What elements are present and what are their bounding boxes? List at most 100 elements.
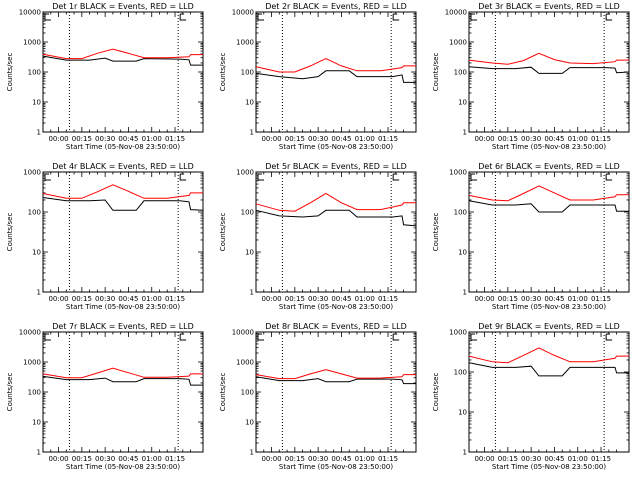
chart-panel-1: Det 1r BLACK = Events, RED = LLD 1 10 100 10… <box>6 2 204 151</box>
x-tick-label: 01:00 <box>568 295 588 303</box>
events-series-line <box>42 375 203 386</box>
x-tick-label: 00:45 <box>118 295 138 303</box>
interval-bracket-mark <box>44 173 51 181</box>
x-tick-label: 00:45 <box>331 135 351 143</box>
lld-series-line <box>255 58 416 73</box>
x-tick-label: 00:00 <box>474 295 494 303</box>
y-tick-label: 1000 <box>449 169 467 177</box>
lld-series-line <box>255 192 416 212</box>
events-series-line <box>255 70 416 83</box>
y-tick-label: 1000 <box>236 359 254 367</box>
y-tick-label: 10 <box>32 249 41 257</box>
lld-series-line <box>42 48 203 60</box>
plot-frame <box>468 331 630 453</box>
y-axis-label: Counts/sec <box>432 53 440 92</box>
x-tick-label: 00:15 <box>498 295 518 303</box>
y-axis-label: Counts/sec <box>219 373 227 412</box>
chart-panel-8: Det 8r BLACK = Events, RED = LLD 1 10 100 10… <box>219 322 417 471</box>
x-tick-label: 01:00 <box>568 455 588 463</box>
events-series-line <box>255 209 417 227</box>
x-tick-label: 00:30 <box>521 295 541 303</box>
y-axis-label: Counts/sec <box>219 53 227 92</box>
interval-bracket-mark <box>257 13 264 21</box>
y-tick-label: 10000 <box>19 9 41 17</box>
x-tick-label: 01:15 <box>165 455 185 463</box>
y-tick-label: 100 <box>454 369 467 377</box>
y-tick-label: 10 <box>245 419 254 427</box>
interval-bracket-mark <box>179 333 187 341</box>
y-axis-label: Counts/sec <box>6 373 14 412</box>
x-tick-label: 00:15 <box>285 295 305 303</box>
chart-title: Det 4r BLACK = Events, RED = LLD <box>52 162 194 171</box>
y-tick-label: 10 <box>245 99 254 107</box>
plot-frame <box>42 171 204 293</box>
x-tick-label: 00:00 <box>261 295 281 303</box>
interval-bracket-mark <box>392 333 400 341</box>
x-tick-label: 01:15 <box>378 295 398 303</box>
plot-frame <box>468 171 630 293</box>
chart-title: Det 5r BLACK = Events, RED = LLD <box>265 162 407 171</box>
y-tick-label: 100 <box>454 69 467 77</box>
x-tick-label: 00:30 <box>95 455 115 463</box>
y-tick-label: 1 <box>37 289 41 297</box>
x-tick-label: 01:00 <box>142 295 162 303</box>
x-tick-label: 00:45 <box>331 295 351 303</box>
y-tick-label: 1000 <box>449 39 467 47</box>
chart-title: Det 6r BLACK = Events, RED = LLD <box>478 162 620 171</box>
x-tick-label: 01:15 <box>591 295 611 303</box>
x-tick-label: 01:00 <box>355 295 375 303</box>
x-axis-label: Start Time (05-Nov-08 23:50:00) <box>492 143 606 151</box>
x-axis-label: Start Time (05-Nov-08 23:50:00) <box>66 463 180 471</box>
y-tick-label: 10 <box>32 419 41 427</box>
x-tick-label: 01:00 <box>142 135 162 143</box>
events-series-line <box>468 362 629 377</box>
plot-frame <box>255 331 417 453</box>
x-tick-label: 01:15 <box>165 135 185 143</box>
y-tick-label: 100 <box>454 209 467 217</box>
x-tick-label: 00:30 <box>521 455 541 463</box>
x-tick-label: 00:45 <box>544 455 564 463</box>
y-axis-label: Counts/sec <box>6 213 14 252</box>
x-tick-label: 00:00 <box>48 295 68 303</box>
y-tick-label: 100 <box>241 209 254 217</box>
plot-frame <box>42 331 204 453</box>
x-tick-label: 01:15 <box>378 455 398 463</box>
x-tick-label: 00:15 <box>72 135 92 143</box>
x-tick-label: 00:00 <box>261 455 281 463</box>
events-series-line <box>468 200 629 213</box>
x-tick-label: 00:30 <box>95 135 115 143</box>
interval-bracket-mark <box>470 13 477 21</box>
y-tick-label: 10 <box>245 249 254 257</box>
y-tick-label: 10 <box>458 409 467 417</box>
chart-title: Det 8r BLACK = Events, RED = LLD <box>265 322 407 331</box>
x-tick-label: 00:00 <box>261 135 281 143</box>
interval-bracket-mark <box>257 333 264 341</box>
y-tick-label: 1000 <box>236 169 254 177</box>
y-tick-label: 10000 <box>232 9 254 17</box>
x-tick-label: 00:15 <box>498 455 518 463</box>
x-axis-label: Start Time (05-Nov-08 23:50:00) <box>279 463 393 471</box>
x-axis-label: Start Time (05-Nov-08 23:50:00) <box>66 143 180 151</box>
interval-bracket-mark <box>257 173 264 181</box>
chart-panel-2: Det 2r BLACK = Events, RED = LLD 1 10 100 10… <box>219 2 417 151</box>
y-tick-label: 100 <box>28 209 41 217</box>
x-tick-label: 00:45 <box>118 455 138 463</box>
interval-bracket-mark <box>470 173 477 181</box>
y-tick-label: 10 <box>458 99 467 107</box>
x-tick-label: 01:00 <box>568 135 588 143</box>
y-tick-label: 10000 <box>445 9 467 17</box>
x-tick-label: 00:00 <box>474 135 494 143</box>
chart-title: Det 3r BLACK = Events, RED = LLD <box>478 2 620 11</box>
interval-bracket-mark <box>605 333 613 341</box>
y-tick-label: 1 <box>463 289 467 297</box>
x-tick-label: 00:15 <box>72 295 92 303</box>
x-axis-label: Start Time (05-Nov-08 23:50:00) <box>66 303 180 311</box>
lld-series-line <box>468 185 629 202</box>
x-tick-label: 00:30 <box>521 135 541 143</box>
events-series-line <box>255 376 416 385</box>
y-tick-label: 100 <box>28 69 41 77</box>
interval-bracket-mark <box>44 333 51 341</box>
plot-frame <box>468 11 630 133</box>
x-axis-label: Start Time (05-Nov-08 23:50:00) <box>492 463 606 471</box>
